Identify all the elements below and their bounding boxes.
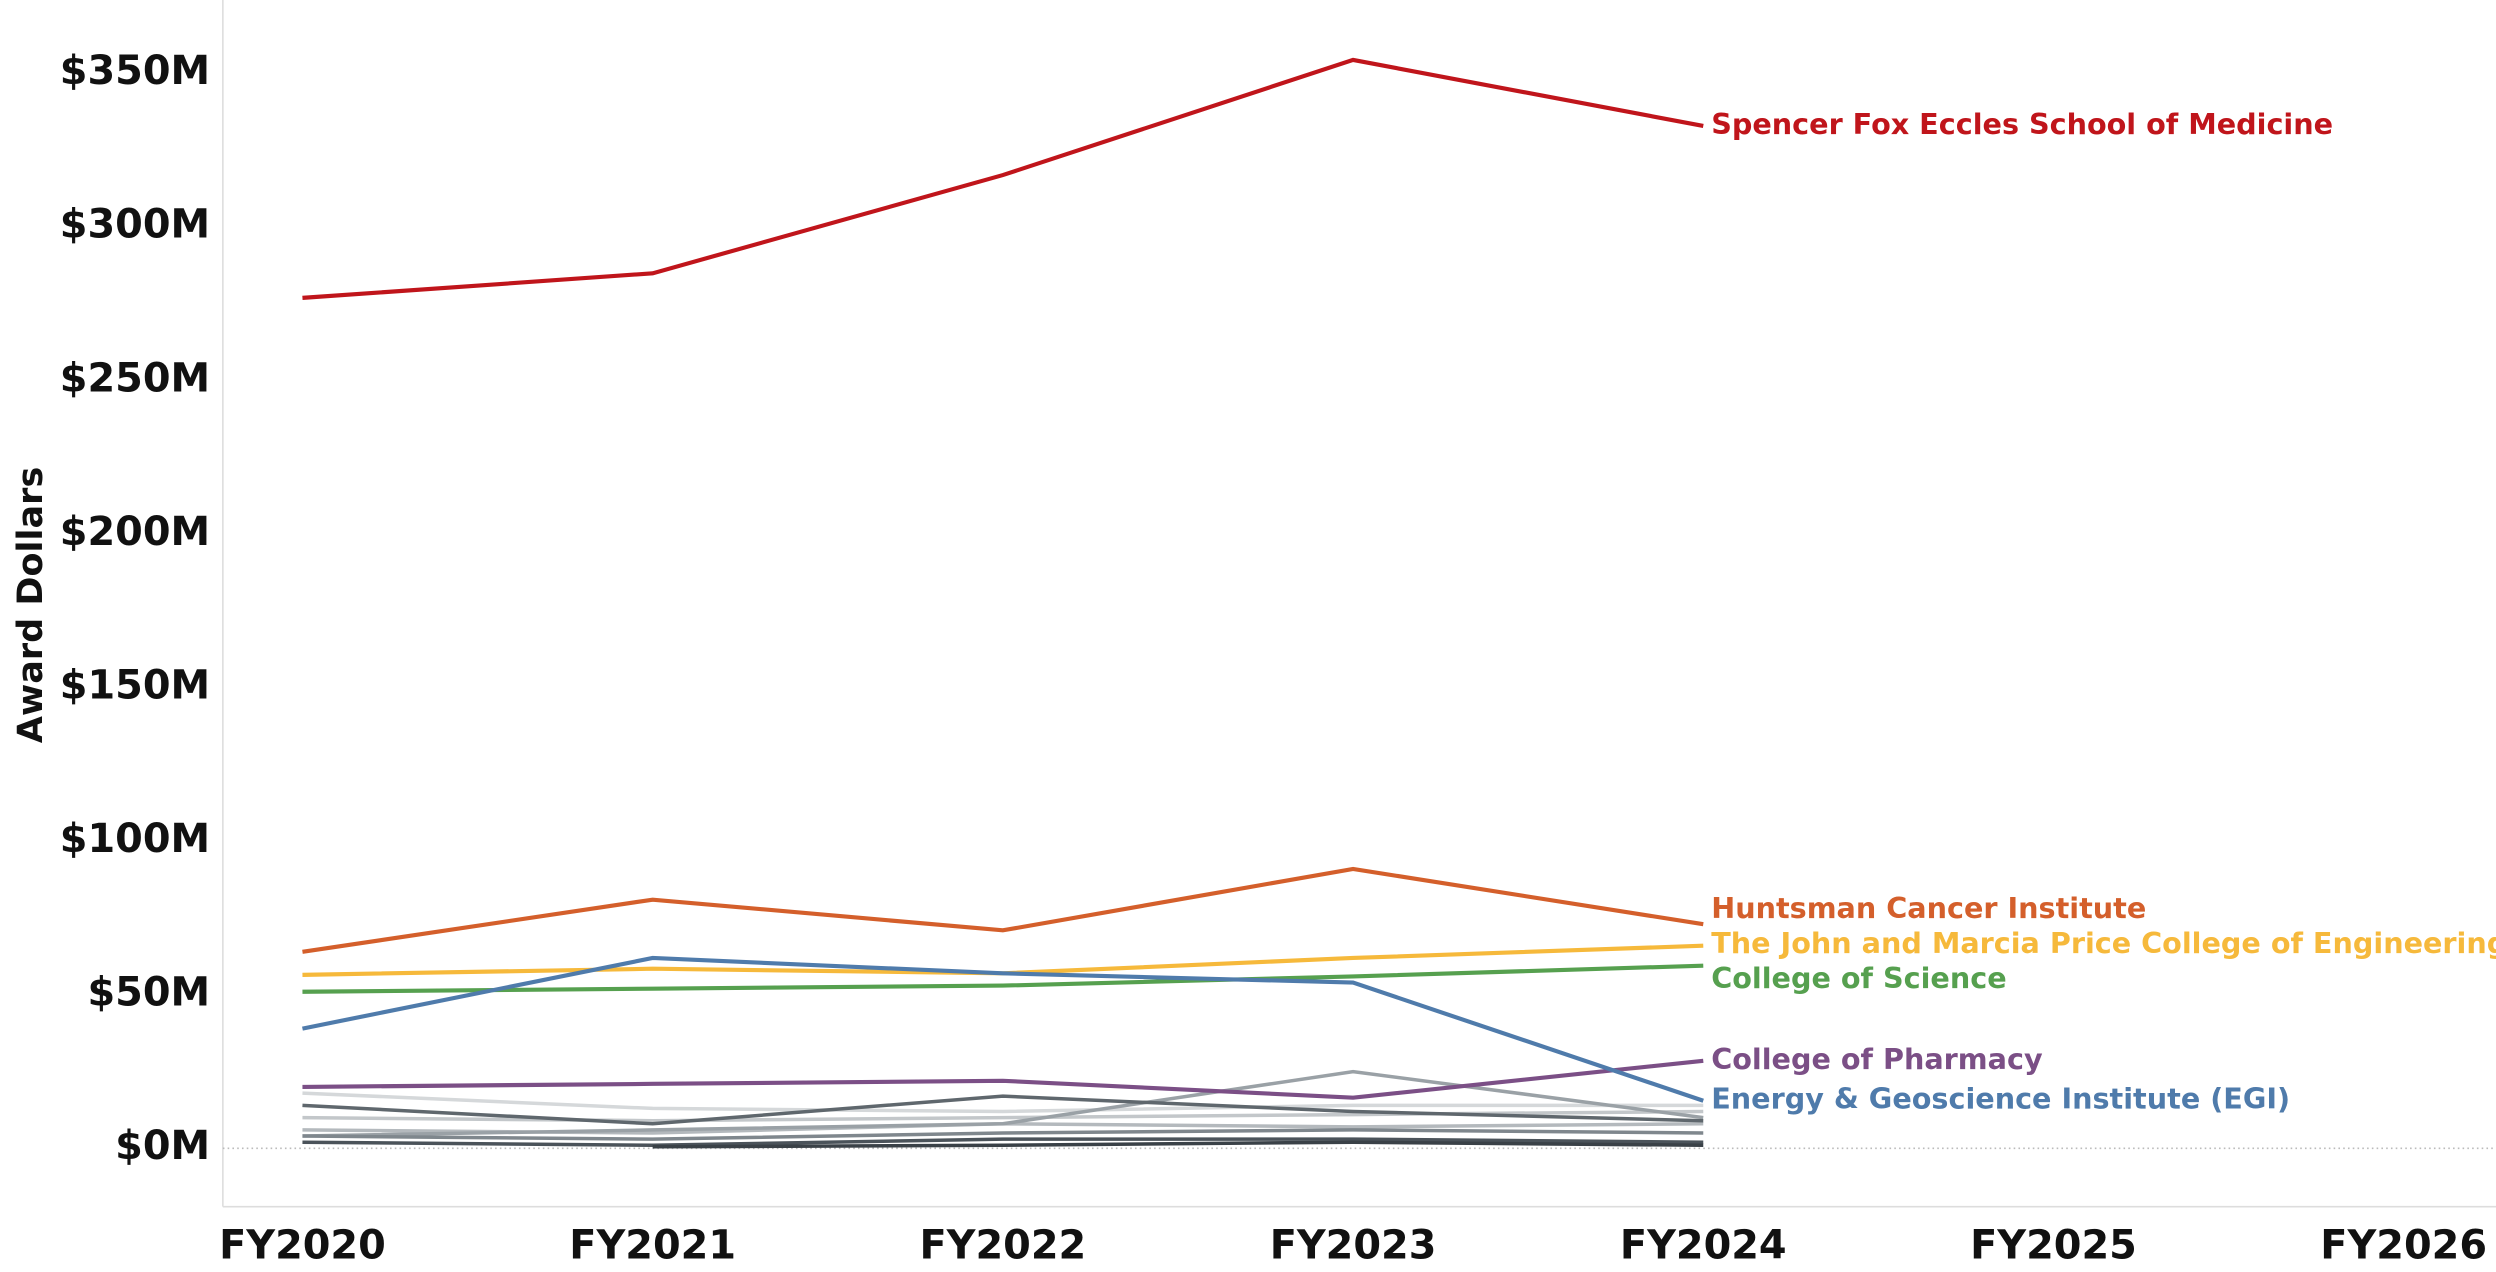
x-tick-label: FY2022 xyxy=(920,1223,1087,1269)
x-tick-label: FY2025 xyxy=(1970,1223,2137,1269)
y-axis-label: Award Dollars xyxy=(10,467,51,743)
x-tick-label: FY2021 xyxy=(569,1223,736,1269)
y-tick-label: $50M xyxy=(87,969,210,1015)
series-line xyxy=(302,1094,1704,1126)
y-tick-label: $250M xyxy=(60,355,210,401)
y-tick-label: $100M xyxy=(60,816,210,862)
x-tick-label: FY2024 xyxy=(1620,1223,1787,1269)
series-line xyxy=(302,1137,1704,1148)
series-label: Huntsman Cancer Institute xyxy=(1711,891,2146,925)
series-label: Energy & Geoscience Institute (EGI) xyxy=(1711,1082,2290,1116)
series-label: College of Pharmacy xyxy=(1711,1042,2043,1076)
series-label: Spencer Fox Eccles School of Medicine xyxy=(1711,107,2333,141)
series-label: College of Science xyxy=(1711,961,2006,995)
series-line xyxy=(302,963,1704,994)
series-line xyxy=(302,57,1704,300)
y-tick-label: $300M xyxy=(60,202,210,248)
series-line xyxy=(302,1058,1704,1100)
y-tick-label: $150M xyxy=(60,662,210,708)
y-tick-label: $200M xyxy=(60,509,210,555)
series-line xyxy=(302,955,1704,1103)
x-tick-label: FY2026 xyxy=(2320,1223,2487,1269)
series-label: The John and Marcia Price College of Eng… xyxy=(1711,926,2496,960)
series-line xyxy=(652,1140,1704,1149)
y-tick-label: $350M xyxy=(60,48,210,94)
series-line xyxy=(302,1128,1704,1141)
x-tick-label: FY2020 xyxy=(219,1223,386,1269)
series-line xyxy=(302,866,1704,954)
x-tick-label: FY2023 xyxy=(1270,1223,1437,1269)
series-line xyxy=(302,1091,1704,1114)
y-tick-label: $0M xyxy=(115,1123,210,1169)
